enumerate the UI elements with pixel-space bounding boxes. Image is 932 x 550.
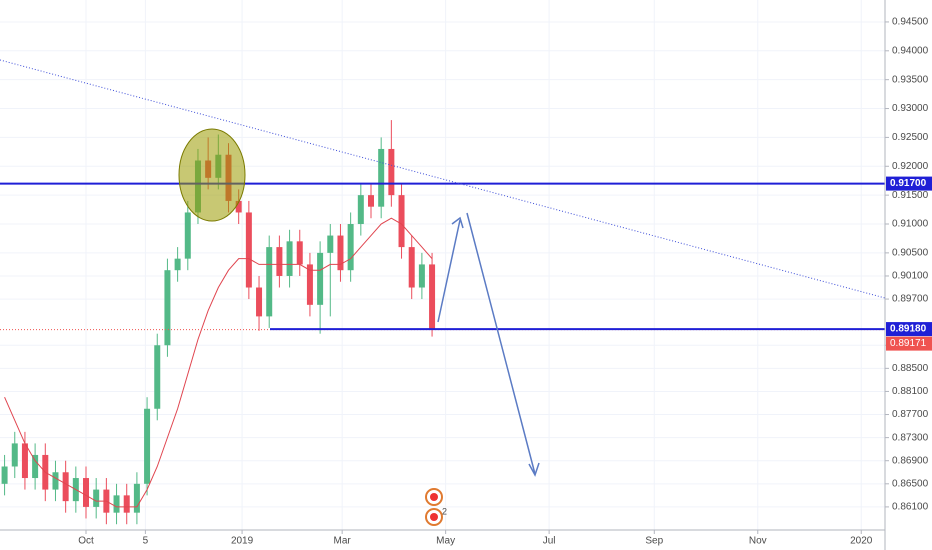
x-tick-label: Oct [78, 536, 94, 547]
y-tick-label: 0.86500 [892, 478, 929, 489]
arrow-head [528, 462, 540, 477]
y-tick-label: 0.91000 [892, 219, 929, 230]
candle-body [378, 148, 385, 207]
candle-body [276, 247, 283, 276]
y-tick-label: 0.93500 [892, 74, 929, 85]
highlight-ellipse [178, 128, 246, 222]
arrow-down [466, 212, 536, 475]
axes: 0.94500 0.94000 0.93500 0.93000 0.92500 0.920… [78, 17, 932, 547]
candle-body [113, 495, 120, 513]
y-tick-label: 0.90100 [892, 271, 929, 282]
y-tick-label: 0.88500 [892, 363, 929, 374]
level-label: 0.91700 [890, 178, 927, 189]
y-tick-label: 0.87300 [892, 432, 929, 443]
x-tick-label: Mar [334, 536, 352, 547]
y-tick-label: 0.93000 [892, 103, 929, 114]
candle-body [418, 264, 425, 288]
candle-body [296, 241, 303, 265]
candle-body [1, 466, 8, 484]
y-tick-label: 0.92000 [892, 161, 929, 172]
grid [0, 0, 885, 530]
candle-body [32, 454, 39, 479]
y-tick-label: 0.87700 [892, 409, 929, 420]
candle-body [52, 472, 59, 490]
candle-body [123, 495, 130, 513]
candle-body [286, 241, 293, 276]
x-tick-label: 2020 [850, 536, 873, 547]
x-tick-label: Nov [749, 536, 767, 547]
y-tick-label: 0.91500 [892, 190, 929, 201]
event-icon-flag [430, 493, 438, 501]
y-tick-label: 0.90500 [892, 248, 929, 259]
last-price-box [886, 336, 932, 351]
candle-body [93, 489, 100, 507]
candle-body [174, 258, 181, 271]
candle-body [256, 287, 263, 317]
candle-body [306, 264, 313, 305]
candle-body [327, 235, 334, 253]
moving-average [4, 217, 433, 508]
y-tick-label: 0.92500 [892, 132, 929, 143]
candle-body [164, 270, 171, 346]
arrow-head [451, 216, 464, 229]
last-price-label: 0.89171 [890, 338, 927, 349]
candle-body [83, 478, 90, 507]
candle-body [357, 195, 364, 225]
x-tick-label: 5 [143, 536, 149, 547]
y-tick-label: 0.89700 [892, 294, 929, 305]
candle-body [21, 443, 28, 479]
level-label-box [886, 176, 932, 191]
x-tick-label: May [436, 536, 455, 547]
event-badge: 2 [442, 506, 447, 516]
level-label-box [886, 322, 932, 337]
y-tick-label: 0.94500 [892, 17, 929, 28]
candle-body [337, 235, 344, 271]
candle-body [144, 408, 151, 484]
x-tick-label: 2019 [231, 536, 254, 547]
candle-body [11, 443, 18, 467]
y-tick-label: 0.86900 [892, 455, 929, 466]
candle-body [245, 212, 252, 288]
arrow-up [437, 219, 461, 323]
candle-body [408, 247, 415, 288]
plot [0, 120, 885, 525]
candle-body [367, 195, 374, 207]
candle-body [235, 200, 242, 213]
candle-body [398, 195, 405, 248]
candle-body [429, 264, 436, 330]
candle-body [266, 247, 273, 317]
x-tick-label: Jul [543, 536, 556, 547]
candle-body [347, 224, 354, 271]
x-tick-label: Sep [645, 536, 663, 547]
candle-body [184, 212, 191, 259]
candle-body [317, 252, 324, 305]
y-tick-label: 0.86100 [892, 502, 929, 513]
candle-body [62, 472, 69, 502]
y-tick-label: 0.88100 [892, 386, 929, 397]
candle-body [388, 148, 395, 196]
candle-body [154, 345, 161, 409]
y-tick-label: 0.94000 [892, 45, 929, 56]
event-icon-flag [430, 513, 438, 521]
level-label: 0.89180 [890, 324, 927, 335]
candle-body [133, 483, 140, 513]
